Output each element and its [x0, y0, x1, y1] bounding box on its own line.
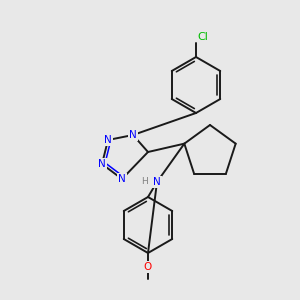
- Text: N: N: [118, 174, 126, 184]
- Text: N: N: [104, 135, 112, 145]
- Text: N: N: [129, 130, 137, 140]
- Text: N: N: [98, 159, 106, 169]
- Text: N: N: [153, 177, 161, 187]
- Text: O: O: [144, 262, 152, 272]
- Text: Cl: Cl: [198, 32, 208, 42]
- Text: H: H: [142, 178, 148, 187]
